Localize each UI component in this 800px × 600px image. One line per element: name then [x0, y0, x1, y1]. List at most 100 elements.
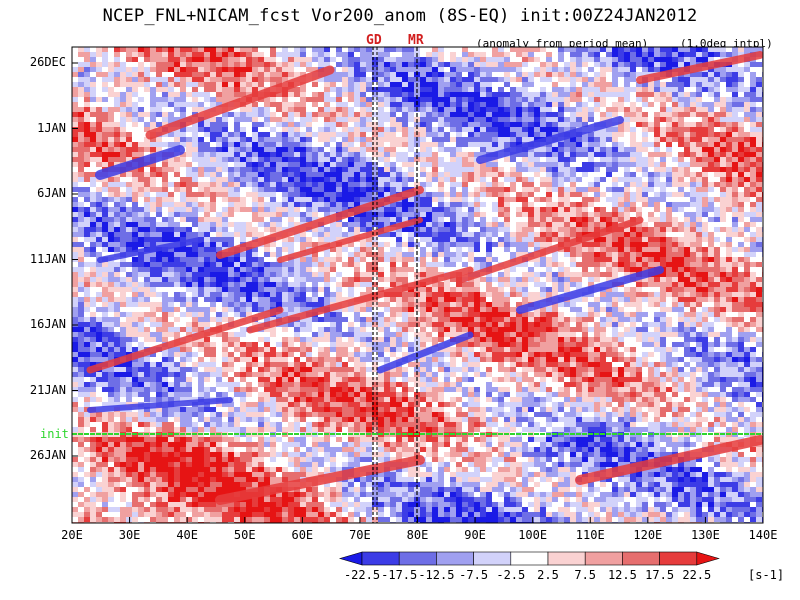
heatmap-cell [510, 112, 517, 118]
heatmap-cell [660, 237, 667, 243]
heatmap-cell [354, 117, 361, 123]
heatmap-cell [588, 52, 595, 58]
heatmap-cell [720, 127, 727, 133]
heatmap-cell [690, 217, 697, 223]
heatmap-cell [444, 207, 451, 213]
heatmap-cell [342, 147, 349, 153]
heatmap-cell [462, 57, 469, 63]
heatmap-cell [102, 67, 109, 73]
heatmap-cell [750, 82, 757, 88]
heatmap-cell [738, 187, 745, 193]
heatmap-cell [156, 182, 163, 188]
heatmap-cell [150, 227, 157, 233]
heatmap-cell [516, 162, 523, 168]
heatmap-cell [342, 247, 349, 253]
heatmap-cell [420, 132, 427, 138]
heatmap-cell [294, 157, 301, 163]
heatmap-cell [78, 152, 85, 158]
heatmap-cell [282, 137, 289, 143]
heatmap-cell [558, 127, 565, 133]
heatmap-cell [372, 157, 379, 163]
heatmap-cell [90, 172, 97, 178]
heatmap-cell [432, 142, 439, 148]
heatmap-cell [90, 222, 97, 228]
heatmap-cell [342, 102, 349, 108]
heatmap-cell [732, 172, 739, 178]
heatmap-cell [336, 182, 343, 188]
heatmap-cell [156, 192, 163, 198]
heatmap-cell [678, 92, 685, 98]
heatmap-cell [684, 207, 691, 213]
heatmap-cell [138, 127, 145, 133]
heatmap-cell [366, 217, 373, 223]
heatmap-cell [648, 217, 655, 223]
heatmap-cell [372, 222, 379, 228]
heatmap-cell [402, 112, 409, 118]
heatmap-cell [600, 157, 607, 163]
heatmap-cell [132, 102, 139, 108]
heatmap-cell [228, 97, 235, 103]
heatmap-cell [342, 82, 349, 88]
heatmap-cell [726, 247, 733, 253]
heatmap-cell [222, 132, 229, 138]
heatmap-cell [462, 92, 469, 98]
heatmap-cell [246, 87, 253, 93]
heatmap-cell [366, 82, 373, 88]
heatmap-cell [156, 122, 163, 128]
heatmap-cell [372, 182, 379, 188]
heatmap-cell [720, 182, 727, 188]
heatmap-cell [210, 92, 217, 98]
heatmap-cell [318, 142, 325, 148]
heatmap-cell [222, 57, 229, 63]
heatmap-cell [348, 127, 355, 133]
heatmap-cell [378, 237, 385, 243]
heatmap-cell [282, 107, 289, 113]
heatmap-cell [498, 177, 505, 183]
heatmap-cell [750, 67, 757, 73]
heatmap-cell [558, 122, 565, 128]
heatmap-cell [720, 77, 727, 83]
heatmap-cell [186, 62, 193, 68]
heatmap-cell [636, 67, 643, 73]
heatmap-cell [444, 102, 451, 108]
heatmap-cell [306, 257, 313, 263]
heatmap-cell [468, 232, 475, 238]
heatmap-cell [402, 122, 409, 128]
heatmap-cell [192, 147, 199, 153]
heatmap-cell [756, 227, 763, 233]
heatmap-cell [408, 207, 415, 213]
heatmap-cell [360, 172, 367, 178]
heatmap-cell [312, 187, 319, 193]
heatmap-cell [276, 67, 283, 73]
heatmap-cell [354, 122, 361, 128]
heatmap-cell [576, 212, 583, 218]
heatmap-cell [138, 192, 145, 198]
heatmap-cell [528, 192, 535, 198]
heatmap-cell [618, 132, 625, 138]
heatmap-cell [84, 132, 91, 138]
heatmap-cell [480, 212, 487, 218]
heatmap-cell [378, 127, 385, 133]
heatmap-cell [558, 102, 565, 108]
heatmap-cell [378, 67, 385, 73]
heatmap-cell [522, 197, 529, 203]
heatmap-cell [624, 112, 631, 118]
heatmap-cell [318, 172, 325, 178]
heatmap-cell [642, 247, 649, 253]
heatmap-cell [174, 97, 181, 103]
heatmap-cell [624, 52, 631, 58]
heatmap-cell [234, 77, 241, 83]
marker-label-mr: MR [408, 33, 424, 48]
heatmap-cell [408, 147, 415, 153]
heatmap-cell [108, 157, 115, 163]
heatmap-cell [120, 142, 127, 148]
heatmap-cell [492, 82, 499, 88]
heatmap-cell [336, 112, 343, 118]
heatmap-cell [612, 47, 619, 53]
heatmap-cell [108, 247, 115, 253]
heatmap-cell [588, 107, 595, 113]
heatmap-cell [606, 47, 613, 53]
heatmap-cell [666, 212, 673, 218]
heatmap-cell [678, 157, 685, 163]
heatmap-cell [258, 102, 265, 108]
